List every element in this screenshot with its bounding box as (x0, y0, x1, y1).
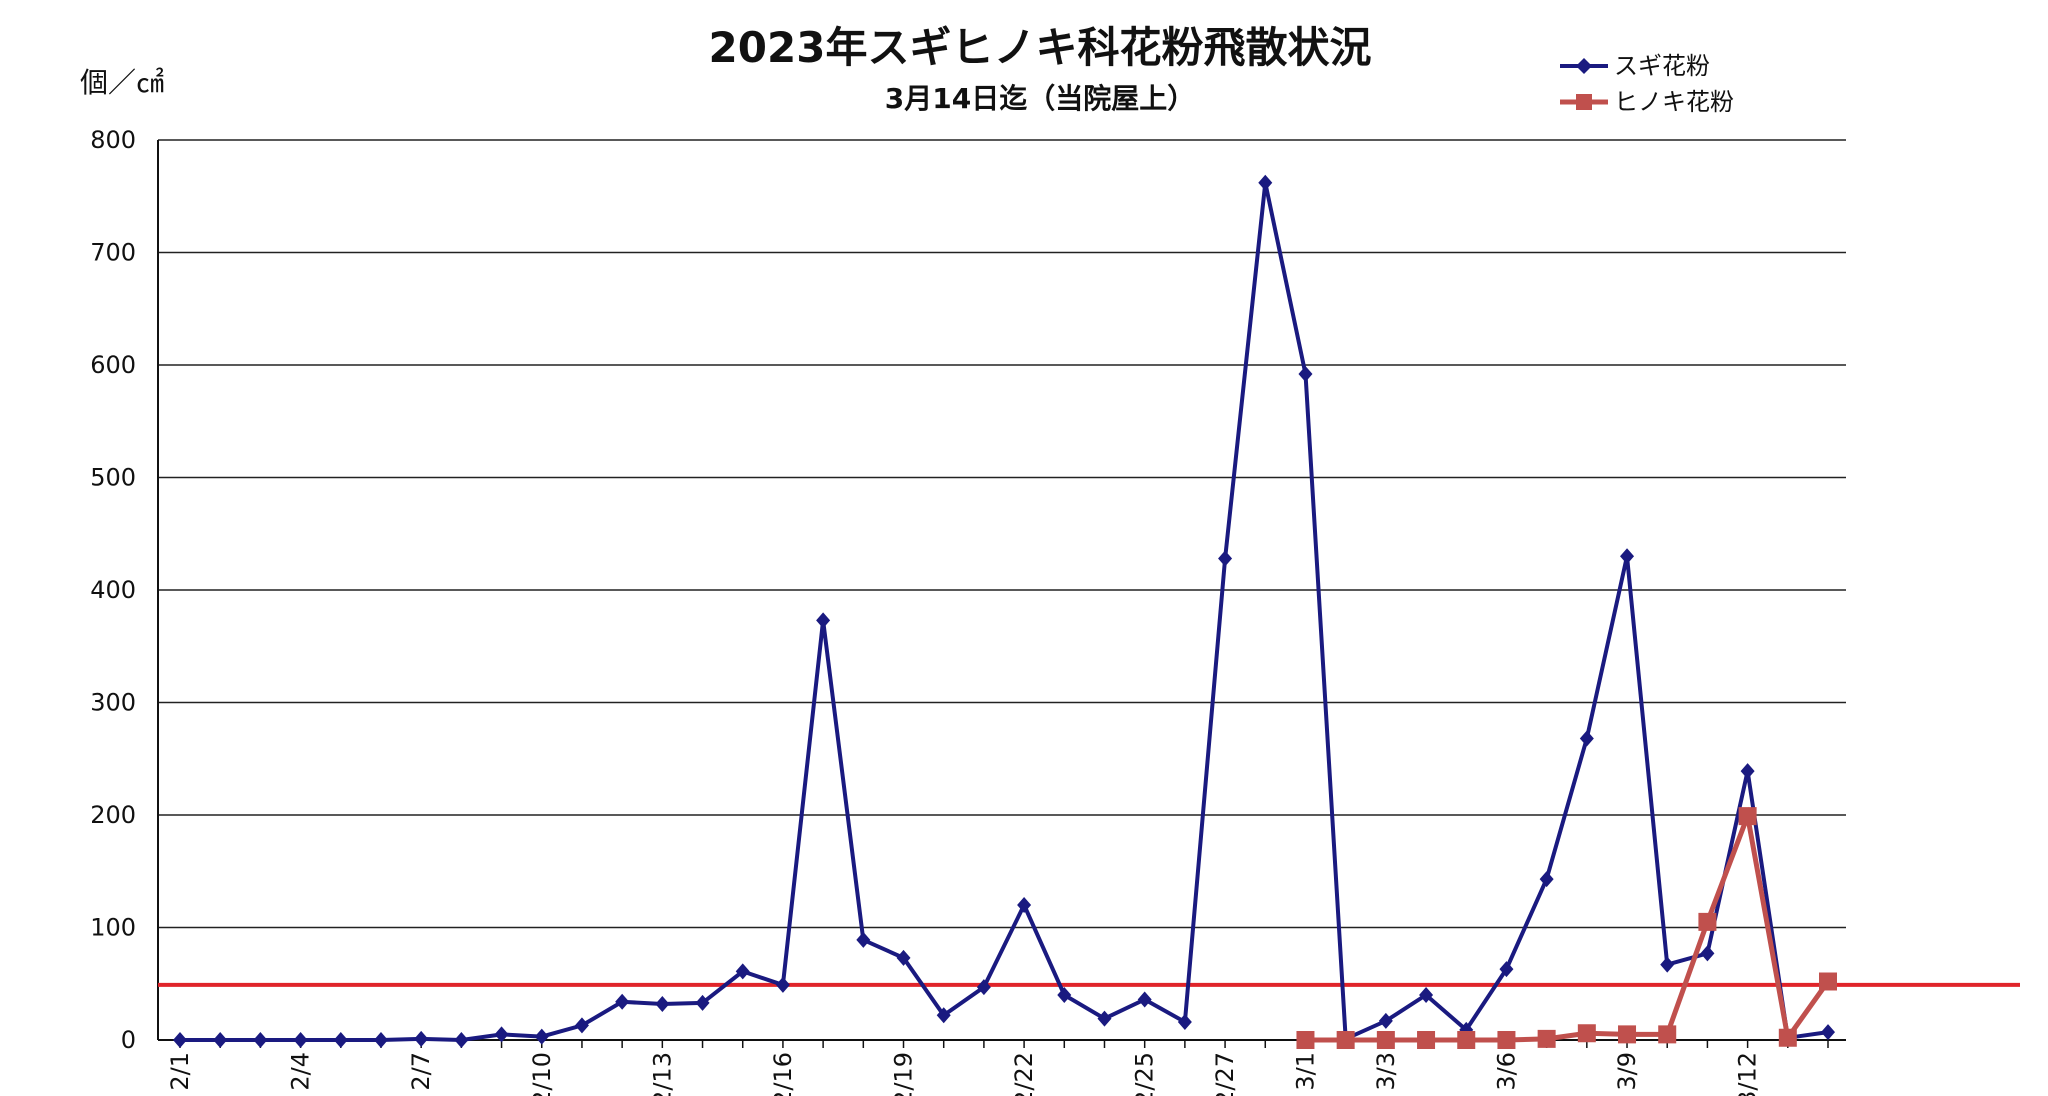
legend-label-sugi: スギ花粉 (1614, 52, 1710, 80)
data-point-sugi (1740, 763, 1755, 780)
data-point-sugi (1539, 871, 1554, 888)
x-tick-label-3-12: 3/12 (1734, 1052, 1762, 1096)
data-point-sugi (1378, 1012, 1393, 1029)
x-tick-label-3-3: 3/3 (1372, 1052, 1400, 1091)
legend-marker-hinoki (1576, 94, 1592, 110)
y-tick-label-800: 800 (90, 126, 136, 154)
legend-marker-sugi (1576, 58, 1592, 74)
data-point-sugi (534, 1028, 549, 1045)
data-point-sugi (695, 994, 710, 1011)
data-point-sugi (976, 979, 991, 996)
series-group (173, 174, 1837, 1049)
data-point-hinoki (1497, 1031, 1516, 1049)
data-point-sugi (173, 1032, 187, 1048)
data-point-sugi (1298, 366, 1313, 382)
data-point-sugi (775, 976, 790, 993)
data-point-sugi (1419, 987, 1434, 1003)
data-point-sugi (1017, 897, 1032, 913)
data-point-hinoki (1457, 1031, 1476, 1049)
data-point-hinoki (1618, 1025, 1637, 1044)
legend-item-sugi: スギ花粉 (1560, 52, 1710, 80)
data-point-sugi (856, 931, 871, 948)
data-point-sugi (1137, 991, 1152, 1008)
x-tick-label-2-10: 2/10 (528, 1052, 556, 1096)
data-point-sugi (414, 1030, 429, 1047)
data-point-sugi (333, 1032, 348, 1048)
x-tick-label-2-7: 2/7 (407, 1052, 435, 1091)
x-tick-label-2-22: 2/22 (1010, 1052, 1038, 1096)
data-point-sugi (1499, 961, 1514, 978)
x-tick-label-3-6: 3/6 (1492, 1052, 1520, 1091)
axes (157, 140, 1846, 1048)
data-point-sugi (1097, 1010, 1112, 1027)
y-axis-unit-label: 個／㎠ (80, 66, 164, 99)
data-point-sugi (1218, 550, 1233, 567)
chart-subtitle: 3月14日迄（当院屋上） (885, 82, 1195, 115)
data-point-hinoki (1658, 1025, 1677, 1044)
data-point-hinoki (1698, 912, 1717, 931)
data-point-sugi (1057, 987, 1072, 1003)
chart-title: 2023年スギヒノキ科花粉飛散状況 (709, 23, 1372, 72)
x-tick-label-2-25: 2/25 (1131, 1052, 1159, 1096)
data-point-hinoki (1336, 1031, 1355, 1049)
y-tick-label-400: 400 (90, 576, 136, 604)
data-point-hinoki (1819, 972, 1837, 991)
grid-lines (158, 139, 1846, 929)
data-point-sugi (936, 1007, 951, 1024)
x-tick-label-3-9: 3/9 (1613, 1052, 1641, 1091)
data-point-sugi (293, 1032, 308, 1048)
data-point-sugi (213, 1032, 228, 1048)
data-point-sugi (735, 963, 750, 980)
data-point-hinoki (1296, 1031, 1315, 1049)
x-tick-label-2-16: 2/16 (769, 1052, 797, 1096)
legend-item-hinoki: ヒノキ花粉 (1560, 88, 1734, 116)
x-tick-label-2-27: 2/27 (1211, 1052, 1239, 1096)
series-line-0 (180, 182, 1829, 1043)
data-point-sugi (1700, 945, 1715, 962)
data-point-sugi (574, 1017, 589, 1034)
legend-label-hinoki: ヒノキ花粉 (1614, 88, 1734, 116)
x-tick-label-2-1: 2/1 (166, 1052, 194, 1091)
data-point-hinoki (1577, 1024, 1596, 1043)
y-tick-label-300: 300 (90, 689, 136, 717)
data-point-hinoki (1738, 807, 1757, 826)
data-point-sugi (494, 1026, 509, 1043)
data-point-sugi (1660, 956, 1675, 973)
data-point-sugi (655, 996, 670, 1012)
labels: 0 100 200 300 400 500 600 700 800 2/1 2/4 2/7 2/10 2/… (90, 126, 1761, 1096)
data-point-sugi (1177, 1014, 1192, 1030)
data-point-sugi (615, 993, 630, 1010)
y-tick-label-500: 500 (90, 464, 136, 492)
data-point-sugi (1620, 548, 1635, 565)
data-point-hinoki (1778, 1028, 1797, 1047)
data-point-sugi (253, 1032, 268, 1048)
data-point-hinoki (1376, 1031, 1395, 1049)
data-point-hinoki (1417, 1031, 1436, 1049)
data-point-sugi (896, 949, 911, 966)
y-tick-label-100: 100 (90, 914, 136, 942)
y-tick-label-700: 700 (90, 239, 136, 267)
x-tick-label-2-13: 2/13 (648, 1052, 676, 1096)
y-tick-label-600: 600 (90, 351, 136, 379)
data-point-sugi (1258, 174, 1273, 191)
x-tick-label-2-19: 2/19 (890, 1052, 918, 1096)
x-tick-label-2-4: 2/4 (287, 1052, 315, 1091)
data-point-sugi (1821, 1024, 1835, 1041)
data-point-sugi (1579, 730, 1594, 747)
y-tick-label-200: 200 (90, 801, 136, 829)
data-point-sugi (816, 612, 831, 629)
data-point-hinoki (1537, 1029, 1556, 1048)
y-tick-label-0: 0 (121, 1026, 136, 1054)
x-tick-label-3-1: 3/1 (1291, 1052, 1319, 1091)
data-point-sugi (454, 1032, 469, 1048)
legend: スギ花粉 ヒノキ花粉 (1560, 52, 1734, 116)
data-point-sugi (373, 1032, 388, 1048)
